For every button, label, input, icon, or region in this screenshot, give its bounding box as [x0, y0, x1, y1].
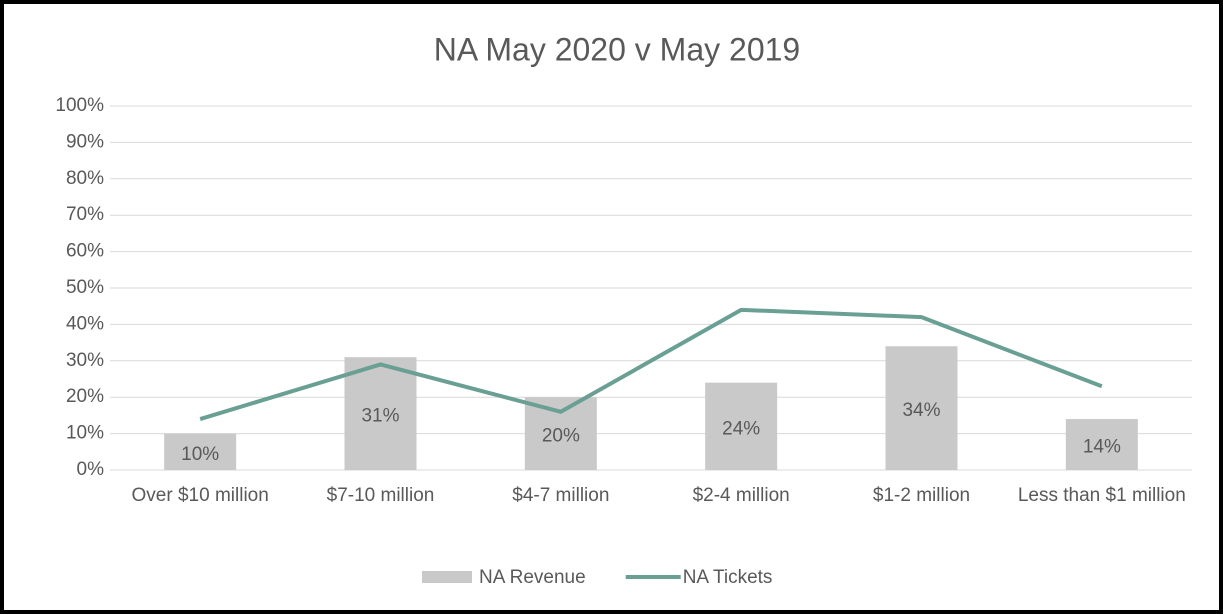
- x-tick-label: $7-10 million: [326, 485, 435, 506]
- y-tick-label: 80%: [66, 168, 104, 189]
- x-tick-label: $2-4 million: [692, 485, 790, 506]
- data-label: 20%: [542, 426, 580, 447]
- bar: [705, 382, 778, 470]
- y-tick-label: 60%: [66, 241, 104, 262]
- bar: [1065, 419, 1138, 470]
- x-tick-label: $1-2 million: [872, 485, 971, 506]
- data-label: 24%: [722, 418, 760, 439]
- x-tick-label: Less than $1 million: [1017, 485, 1186, 506]
- y-tick-label: 10%: [66, 423, 104, 444]
- chart-title: NA May 2020 v May 2019: [434, 31, 800, 67]
- data-label: 31%: [361, 406, 399, 427]
- data-label: 10%: [181, 444, 219, 465]
- y-tick-label: 0%: [77, 459, 105, 480]
- bar: [344, 357, 417, 470]
- legend-label: NA Revenue: [479, 567, 586, 588]
- bar: [524, 397, 597, 470]
- y-tick-label: 70%: [66, 204, 104, 225]
- legend-label: NA Tickets: [683, 567, 773, 588]
- bar: [885, 346, 958, 470]
- bar: [164, 433, 237, 470]
- legend-swatch: [422, 571, 472, 583]
- y-tick-label: 90%: [66, 131, 104, 152]
- y-tick-label: 50%: [66, 277, 104, 298]
- data-label: 34%: [902, 400, 940, 421]
- y-tick-label: 30%: [66, 350, 104, 371]
- y-tick-label: 20%: [66, 386, 104, 407]
- y-tick-label: 100%: [55, 95, 104, 116]
- x-tick-label: Over $10 million: [131, 485, 269, 506]
- y-tick-label: 40%: [66, 313, 104, 334]
- x-tick-label: $4-7 million: [512, 485, 610, 506]
- line: [199, 307, 1103, 421]
- data-label: 14%: [1083, 437, 1121, 458]
